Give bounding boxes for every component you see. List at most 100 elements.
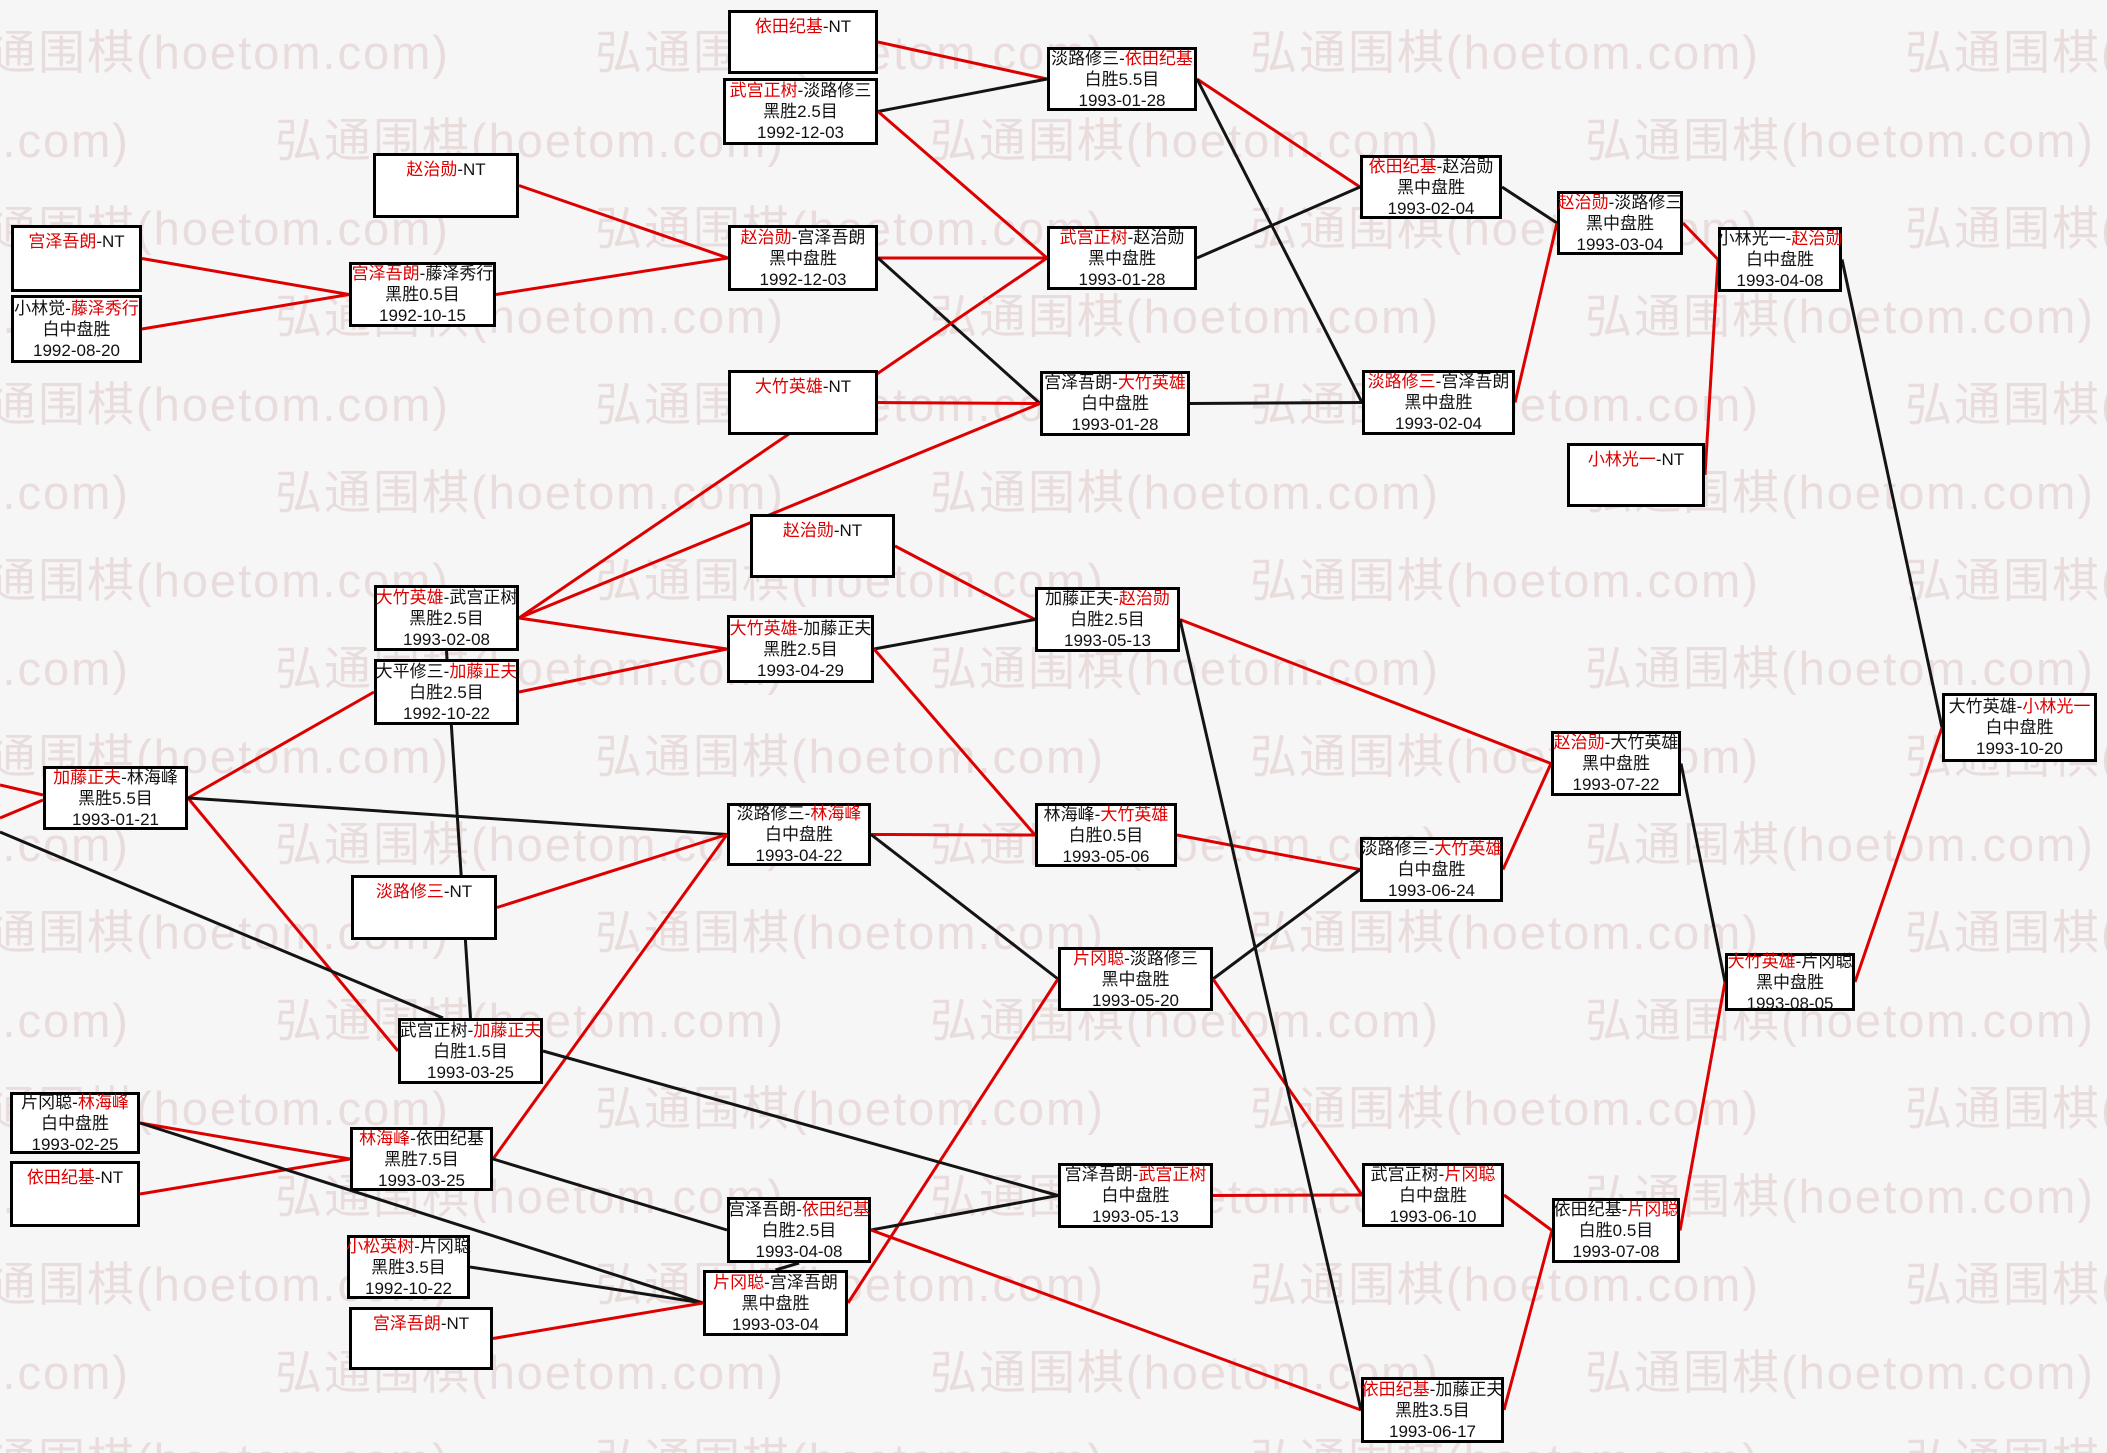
match-box-AF[interactable]: 片冈聪-林海峰 白中盘胜 1993-02-25: [10, 1092, 140, 1154]
match-box-I[interactable]: 武宫正树-赵治勋 黑中盘胜 1993-01-28: [1047, 226, 1197, 290]
match-box-AG[interactable]: 依田纪基-NT: [10, 1161, 140, 1227]
match-box-R[interactable]: 大竹英雄-武宫正树 黑胜2.5目 1993-02-08: [374, 585, 519, 651]
match-box-T[interactable]: 大竹英雄-加藤正夫 黑胜2.5目 1993-04-29: [727, 615, 874, 683]
match-box-V[interactable]: 加藤正夫-林海峰 黑胜5.5目 1993-01-21: [43, 766, 188, 830]
match-box-AD[interactable]: 大竹英雄-片冈聪 黑中盘胜 1993-08-05: [1725, 952, 1855, 1013]
watermark-text: 弘通围棋(hoetom.com): [930, 290, 1440, 343]
match-box-U[interactable]: 加藤正夫-赵治勋 白胜2.5目 1993-05-13: [1035, 587, 1180, 652]
match-box-AE[interactable]: 武宫正树-加藤正夫 白胜1.5目 1993-03-25: [398, 1018, 543, 1084]
match-box-AH[interactable]: 林海峰-依田纪基 黑胜7.5目 1993-03-25: [350, 1127, 493, 1191]
match-box-X[interactable]: 林海峰-大竹英雄 白胜0.5目 1993-05-06: [1035, 803, 1177, 867]
players-line: 大竹英雄-小林光一: [1949, 696, 2091, 717]
progression-line-L-M: [1501, 185, 1558, 225]
match-box-M[interactable]: 赵治勋-淡路修三 黑中盘胜 1993-03-04: [1557, 191, 1683, 255]
players-line: 赵治勋-NT: [783, 520, 862, 541]
game-date: 1993-06-10: [1389, 1206, 1477, 1226]
dash-separator: -: [764, 1272, 770, 1292]
match-box-A[interactable]: 依田纪基-NT: [728, 10, 878, 74]
dash-separator: -: [1785, 229, 1792, 248]
progression-line-F-G: [141, 293, 350, 331]
match-box-W[interactable]: 淡路修三-林海峰 白中盘胜 1993-04-22: [727, 803, 871, 866]
match-box-O[interactable]: 小林光一-赵治勋 白中盘胜 1993-04-08: [1718, 227, 1842, 292]
progression-line-V-AE: [186, 797, 400, 1052]
progression-line-W-AC: [870, 833, 1059, 981]
match-box-Y[interactable]: 淡路修三-大竹英雄 白中盘胜 1993-06-24: [1360, 837, 1503, 902]
progression-line-A-C: [877, 40, 1048, 81]
game-date: 1993-08-05: [1746, 993, 1834, 1013]
dash-separator: -: [440, 1314, 447, 1333]
game-date: 1993-05-13: [1092, 1207, 1179, 1226]
players-line: 赵治勋-大竹英雄: [1554, 732, 1679, 753]
match-box-AN[interactable]: 片冈聪-宫泽吾朗 黑中盘胜 1993-03-04: [703, 1270, 848, 1336]
result-text: 黑中盘胜: [1586, 213, 1654, 233]
dash-separator: -: [804, 804, 811, 823]
game-date: 1993-01-28: [1078, 90, 1166, 110]
match-box-P[interactable]: 小林光一-NT: [1567, 443, 1705, 507]
player2-name: 加藤正夫: [1435, 1379, 1504, 1399]
watermark-text: 弘通围棋(hoetom.com): [1585, 114, 2095, 167]
progression-line-AF-AN: [139, 1121, 704, 1305]
players-line: 宫泽吾朗-NT: [373, 1313, 469, 1334]
progression-line-E-G: [141, 257, 350, 296]
match-box-B[interactable]: 武宫正树-淡路修三 黑胜2.5目 1992-12-03: [723, 78, 878, 145]
match-box-Q[interactable]: 赵治勋-NT: [750, 514, 895, 578]
result-text: 白胜2.5目: [1070, 610, 1145, 629]
player1-name: 林海峰: [1043, 804, 1095, 824]
progression-line-W-X: [870, 833, 1036, 837]
dash-separator: -: [1124, 948, 1130, 968]
dash-separator: -: [822, 377, 829, 396]
result-text: 黑中盘胜: [1756, 972, 1824, 992]
progression-line-AH-AL: [492, 1157, 728, 1232]
match-box-AP[interactable]: 依田纪基-加藤正夫 黑胜3.5目 1993-06-17: [1361, 1377, 1504, 1443]
match-box-E[interactable]: 宫泽吾朗-NT: [11, 225, 142, 292]
match-box-AB[interactable]: 大竹英雄-小林光一 白中盘胜 1993-10-20: [1942, 693, 2097, 762]
match-box-S[interactable]: 大平修三-加藤正夫 白胜2.5目 1992-10-22: [374, 659, 519, 725]
match-box-AM[interactable]: 小松英树-片冈聪 黑胜3.5目 1992-10-22: [346, 1235, 471, 1299]
player2-name: 加藤正夫: [449, 661, 518, 681]
progression-line-N-M: [1513, 222, 1559, 403]
dash-separator: -: [443, 882, 450, 901]
game-date: 1992-12-03: [757, 123, 844, 142]
match-box-K[interactable]: 宫泽吾朗-大竹英雄 白中盘胜 1993-01-28: [1040, 371, 1190, 436]
player2-name: 藤泽秀行: [425, 264, 494, 283]
watermark-text: 弘通围棋(hoetom.com): [0, 466, 130, 519]
progression-line-D-H: [518, 184, 729, 260]
player1-name: 片冈聪: [713, 1272, 765, 1292]
game-date: 1993-04-08: [755, 1241, 843, 1261]
match-box-C[interactable]: 淡路修三-依田纪基 白胜5.5目 1993-01-28: [1047, 47, 1197, 111]
match-box-D[interactable]: 赵治勋-NT: [373, 153, 519, 218]
result-text: 黑胜7.5目: [384, 1149, 459, 1169]
progression-line-AM-AN: [469, 1265, 704, 1305]
result-text: 白胜5.5目: [1084, 69, 1160, 89]
match-box-AK[interactable]: 依田纪基-片冈聪 白胜0.5目 1993-07-08: [1552, 1198, 1680, 1263]
match-box-Z[interactable]: 淡路修三-NT: [351, 875, 497, 940]
player2-name: NT: [828, 17, 852, 36]
player1-name: 淡路修三: [375, 882, 444, 901]
match-box-AL[interactable]: 宫泽吾朗-依田纪基 白胜2.5目 1993-04-08: [727, 1197, 871, 1263]
match-box-AI[interactable]: 宫泽吾朗-武宫正树 白中盘胜 1993-05-13: [1058, 1163, 1213, 1228]
dash-separator: -: [1127, 227, 1134, 247]
watermark-text: 弘通围棋(hoetom.com): [275, 466, 785, 519]
player1-name: 宫泽吾朗: [351, 264, 420, 283]
match-box-G[interactable]: 宫泽吾朗-藤泽秀行 黑胜0.5目 1992-10-15: [349, 262, 496, 327]
match-box-F[interactable]: 小林觉-藤泽秀行 白中盘胜 1992-08-20: [11, 295, 142, 363]
match-box-AA[interactable]: 赵治勋-大竹英雄 黑中盘胜 1993-07-22: [1551, 731, 1681, 796]
watermark-text: 弘通围棋(hoetom.com): [1585, 642, 2095, 695]
result-text: 白中盘胜: [1397, 860, 1466, 879]
result-text: 黑胜2.5目: [763, 639, 838, 659]
match-box-AC[interactable]: 片冈聪-淡路修三 黑中盘胜 1993-05-20: [1058, 947, 1213, 1011]
match-box-J[interactable]: 大竹英雄-NT: [728, 370, 878, 435]
match-box-N[interactable]: 淡路修三-宫泽吾朗 黑中盘胜 1993-02-04: [1362, 370, 1515, 435]
match-box-L[interactable]: 依田纪基-赵治勋 黑中盘胜 1993-02-04: [1360, 155, 1502, 219]
dash-separator: -: [467, 1020, 474, 1040]
players-line: 武宫正树-加藤正夫: [400, 1020, 542, 1041]
match-box-AJ[interactable]: 武宫正树-片冈聪 白中盘胜 1993-06-10: [1362, 1163, 1504, 1227]
match-box-AO[interactable]: 宫泽吾朗-NT: [349, 1307, 493, 1370]
watermark-text: 弘通围棋(hoetom.com): [1585, 818, 2095, 871]
player2-name: 林海峰: [810, 804, 862, 823]
players-line: 依田纪基-片冈聪: [1554, 1199, 1679, 1220]
match-box-H[interactable]: 赵治勋-宫泽吾朗 黑中盘胜 1992-12-03: [728, 225, 878, 291]
